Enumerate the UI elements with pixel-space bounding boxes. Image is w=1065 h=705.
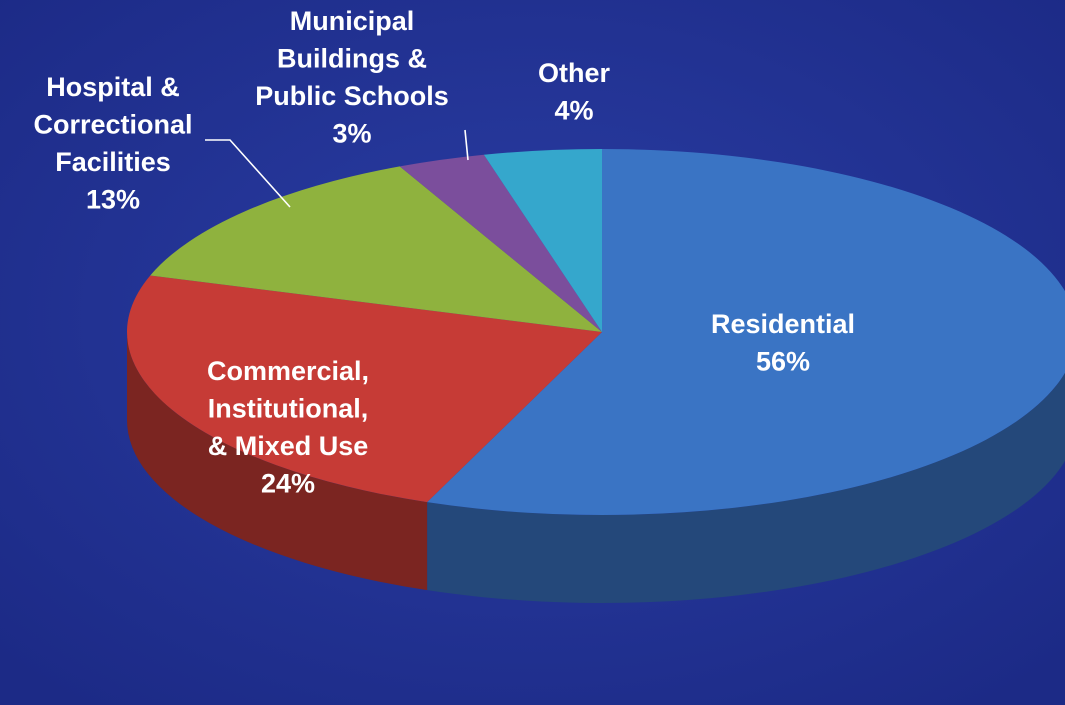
leader-line-municipal [464, 129, 469, 161]
pie-slice-hospital [150, 166, 602, 332]
slice-label-commercial: Commercial, Institutional, & Mixed Use 24% [207, 356, 369, 499]
leader-line-hospital [205, 139, 291, 208]
pie-slice-residential [427, 149, 1065, 515]
slice-labels: Residential 56% Commercial, Institutional, &… [33, 6, 855, 499]
pie-slice-other [483, 149, 602, 332]
leader-lines [205, 129, 469, 208]
pie-slice-commercial [126, 275, 602, 503]
pie-slice-municipal [399, 154, 602, 332]
slice-label-municipal: Municipal Buildings & Public Schools 3% [255, 6, 449, 149]
slice-label-hospital: Hospital & Correctional Facilities 13% [33, 72, 192, 215]
pie-sides [127, 332, 1065, 603]
pie-side-commercial [127, 332, 428, 591]
pie-tops [126, 149, 1065, 515]
slice-label-residential: Residential 56% [711, 309, 855, 377]
pie-side-residential [427, 372, 1065, 603]
slice-label-other: Other 4% [538, 58, 611, 126]
